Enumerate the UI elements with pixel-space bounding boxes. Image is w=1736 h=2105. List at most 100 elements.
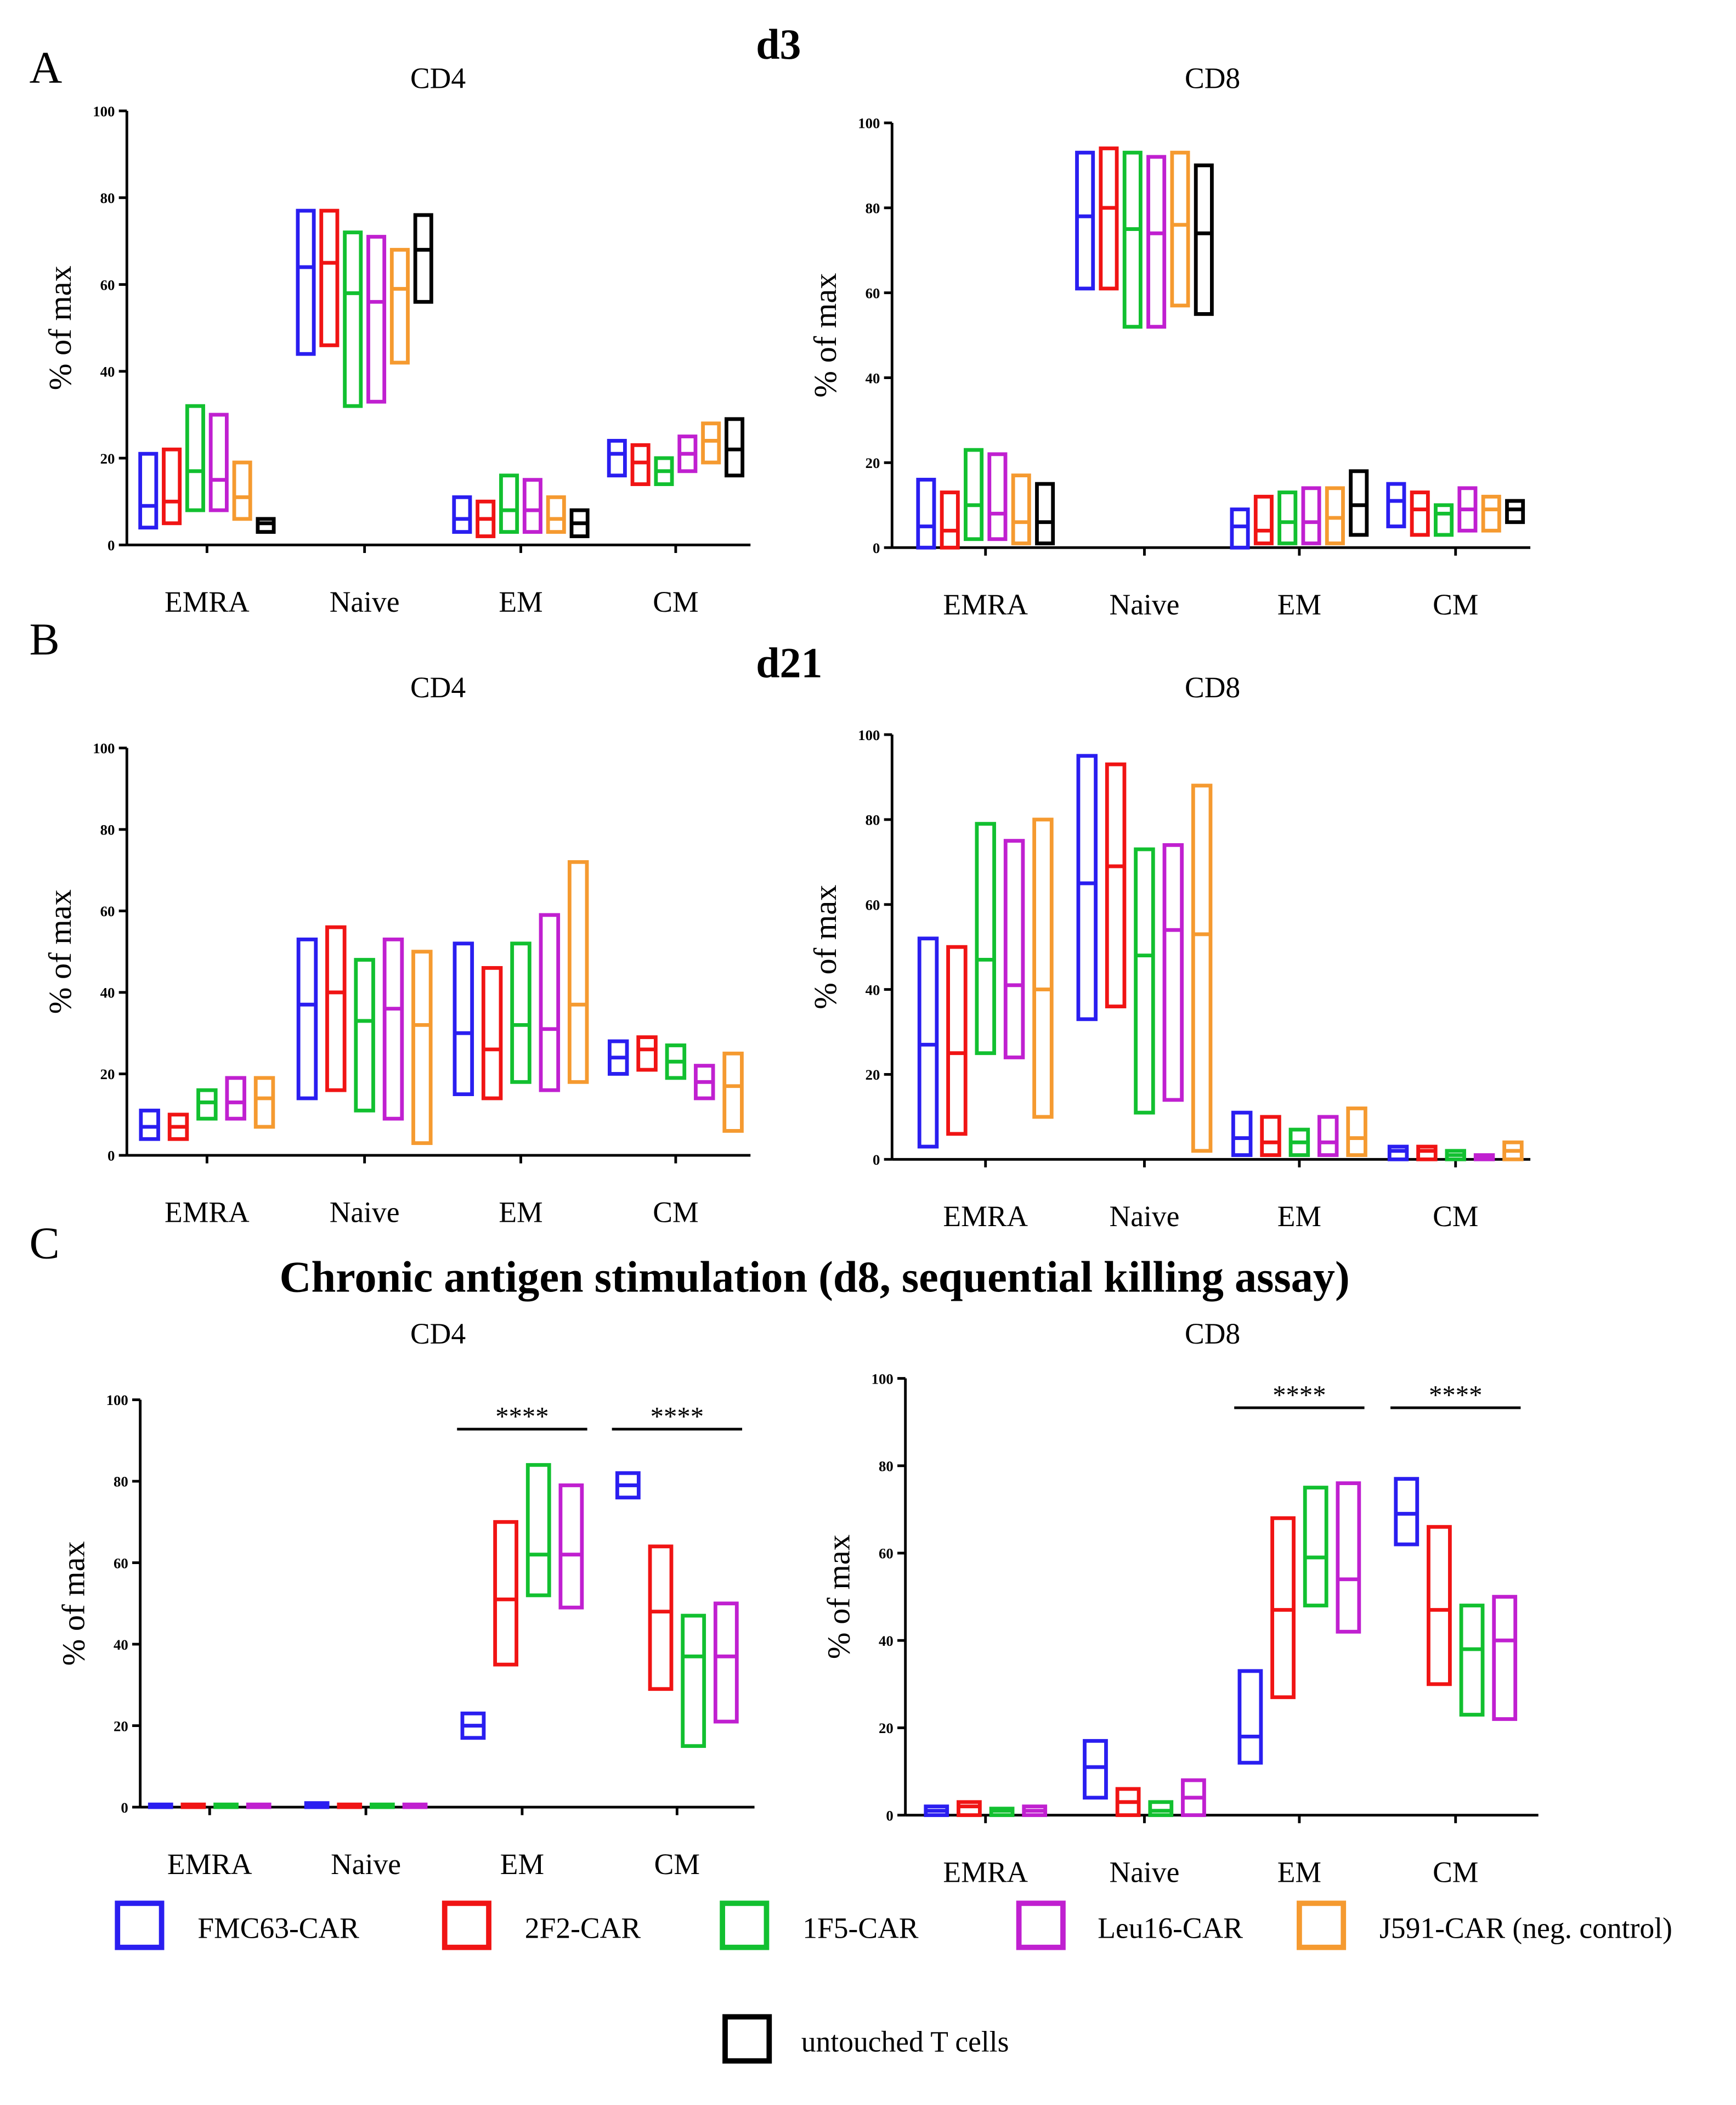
bar-emra-2f2-car xyxy=(940,490,960,550)
y-tick-label: 20 xyxy=(866,1066,880,1083)
legend-label: J591-CAR (neg. control) xyxy=(1379,1912,1672,1945)
bar-naive-leu16-car xyxy=(366,235,387,404)
x-tick-label: EM xyxy=(1277,1855,1321,1888)
bar-em-2f2-car xyxy=(1270,1516,1296,1700)
y-tick-label: 0 xyxy=(873,1152,880,1168)
legend-swatch xyxy=(1016,1900,1066,1950)
bar-naive-j591-car xyxy=(1170,150,1190,308)
bar-naive-1f5-car xyxy=(1122,150,1143,329)
bar-naive-fmc63-car xyxy=(1075,150,1095,291)
bar-cm-j591-car xyxy=(701,421,721,465)
bar-em-j591-car xyxy=(1325,486,1345,545)
bar-emra-1f5-car xyxy=(196,1088,218,1121)
x-tick-label: EMRA xyxy=(165,585,250,618)
bar-em-1f5-car xyxy=(1277,490,1298,545)
y-tick-label: 100 xyxy=(93,103,115,120)
x-tick-label: CM xyxy=(654,1848,700,1881)
y-tick-label: 100 xyxy=(858,115,880,132)
panel-title: CD4 xyxy=(410,671,466,704)
bar-naive-leu16-car xyxy=(1162,843,1184,1102)
y-tick-label: 0 xyxy=(873,540,880,556)
x-tick-label: CM xyxy=(653,1196,698,1229)
chart-panel-b-cd8: CD8 % of max 0 20 40 60 80 100 EMRA Naive EM CM xyxy=(807,671,1531,1233)
y-tick-label: 20 xyxy=(100,1066,115,1082)
legend-label: Leu16-CAR xyxy=(1098,1912,1243,1945)
panel-letter-b: B xyxy=(30,614,60,664)
bar-emra-1f5-car xyxy=(975,822,996,1056)
x-tick-label: Naive xyxy=(331,1848,401,1881)
bar-naive-j591-car xyxy=(1191,783,1213,1153)
bar-em-fmc63-car xyxy=(453,941,474,1096)
y-tick-label: 100 xyxy=(106,1392,128,1408)
legend-label: untouched T cells xyxy=(801,2025,1009,2058)
x-tick-label: EM xyxy=(1277,1200,1321,1233)
x-tick-label: CM xyxy=(1433,1855,1478,1888)
x-tick-label: Naive xyxy=(1110,1200,1180,1233)
bar-cm-fmc63-car xyxy=(1386,482,1406,528)
y-tick-label: 20 xyxy=(114,1718,128,1734)
bar-cm-1f5-car xyxy=(1434,503,1454,537)
x-tick-label: EMRA xyxy=(943,588,1028,621)
y-tick-label: 40 xyxy=(114,1636,128,1653)
y-tick-label: 80 xyxy=(866,200,880,217)
panel-letter-c: C xyxy=(30,1217,60,1268)
y-tick-label: 20 xyxy=(866,455,880,471)
chart-panel-a-cd8: CD8 % of max 0 20 40 60 80 100 EMRA Naive EM CM xyxy=(807,62,1531,621)
legend-item-j591-car: J591-CAR (neg. control) xyxy=(1297,1900,1672,1950)
bar-em-leu16-car xyxy=(1317,1115,1339,1157)
y-tick-label: 20 xyxy=(100,450,115,467)
y-tick-label: 80 xyxy=(866,812,880,828)
legend-label: 1F5-CAR xyxy=(802,1912,919,1945)
y-tick-label: 80 xyxy=(114,1474,128,1490)
bar-emra-fmc63-car xyxy=(139,1108,160,1141)
panel-title: CD4 xyxy=(410,1317,466,1350)
y-tick-label: 40 xyxy=(879,1633,894,1649)
bar-cm-j591-car xyxy=(722,1051,744,1133)
bar-em-j591-car xyxy=(546,495,566,534)
legend-swatch xyxy=(115,1900,165,1950)
panel-title: CD8 xyxy=(1185,1317,1240,1350)
y-axis-label: % of max xyxy=(55,1541,91,1666)
chart-panel-b-cd4: CD4 % of max 0 20 40 60 80 100 EMRA Naive EM CM xyxy=(42,671,751,1229)
bar-emra-2f2-car xyxy=(946,945,968,1136)
bar-naive-1f5-car xyxy=(1134,847,1155,1115)
bar-em-1f5-car xyxy=(525,1463,551,1598)
bar-emra-j591-car xyxy=(232,460,252,521)
y-axis-label: % of max xyxy=(42,889,78,1014)
significance-label: **** xyxy=(1429,1380,1482,1410)
x-tick-label: CM xyxy=(653,585,698,618)
bar-naive-leu16-car xyxy=(382,938,404,1121)
bar-emra-leu16-car xyxy=(987,452,1008,541)
bar-em-j591-car xyxy=(1346,1106,1367,1157)
legend-swatch xyxy=(442,1900,491,1950)
panel-title: CD4 xyxy=(410,62,466,95)
y-axis-label: % of max xyxy=(807,273,843,398)
bar-em-fmc63-car xyxy=(452,495,472,534)
bar-cm-1f5-car xyxy=(1459,1604,1485,1717)
bar-naive-fmc63-car xyxy=(296,938,318,1101)
bar-em-leu16-car xyxy=(539,913,561,1092)
bar-cm-2f2-car xyxy=(630,443,651,486)
bar-naive-fmc63-car xyxy=(1076,754,1098,1022)
y-tick-label: 0 xyxy=(886,1807,893,1824)
bar-naive-fmc63-car xyxy=(296,208,316,356)
y-tick-label: 80 xyxy=(100,822,115,838)
bar-emra-leu16-car xyxy=(208,413,229,512)
significance-label: **** xyxy=(1273,1380,1326,1410)
bar-emra-untouched xyxy=(1035,482,1055,545)
legend: FMC63-CAR 2F2-CAR 1F5-CAR Leu16-CAR J591-CAR… xyxy=(115,1900,1672,2064)
y-tick-label: 0 xyxy=(108,1148,115,1164)
bar-emra-j591-car xyxy=(1032,817,1054,1119)
bar-cm-j591-car xyxy=(1481,494,1501,533)
bar-em-1f5-car xyxy=(510,941,531,1084)
bar-em-fmc63-car xyxy=(1237,1669,1263,1765)
bar-cm-leu16-car xyxy=(713,1601,739,1724)
bar-cm-2f2-car xyxy=(1427,1525,1452,1686)
bar-naive-fmc63-car xyxy=(1083,1739,1108,1800)
legend-item-fmc63-car: FMC63-CAR xyxy=(115,1900,359,1950)
y-axis-label: % of max xyxy=(42,266,78,390)
bar-em-fmc63-car xyxy=(1231,1110,1253,1157)
bar-naive-2f2-car xyxy=(319,208,340,347)
bar-em-2f2-car xyxy=(1260,1115,1281,1157)
chart-panel-c-cd8: CD8 % of max 0 20 40 60 80 100 EMRA Naive EM CM ****… xyxy=(821,1317,1539,1888)
